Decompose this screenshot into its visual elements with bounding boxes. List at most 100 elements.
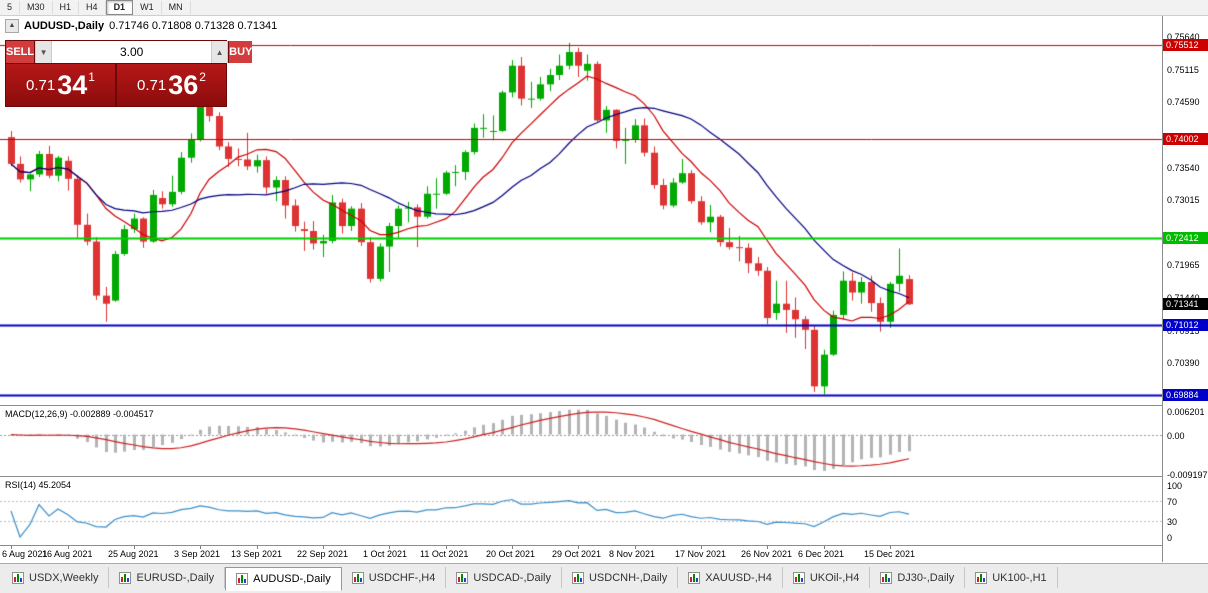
chart-tab-uk100-h1[interactable]: UK100-,H1 <box>965 567 1058 588</box>
tab-label: USDX,Weekly <box>29 571 99 584</box>
price-level-tag: 0.71012 <box>1163 319 1208 331</box>
date-tick-mark <box>578 546 579 549</box>
date-axis-label: 17 Nov 2021 <box>675 549 727 559</box>
buy-price-sup: 2 <box>199 70 206 84</box>
date-tick-mark <box>767 546 768 549</box>
sell-price-big: 34 <box>57 69 88 100</box>
macd-axis-label: 0.00 <box>1167 431 1185 441</box>
volume-increase-icon[interactable]: ▲ <box>211 41 229 63</box>
date-axis-label: 26 Nov 2021 <box>741 549 793 559</box>
tab-chart-icon <box>975 571 988 584</box>
timeframe-button-5[interactable]: 5 <box>0 1 21 14</box>
date-tick-mark <box>824 546 825 549</box>
price-level-tag: 0.74002 <box>1163 133 1208 145</box>
rsi-axis-label: 70 <box>1167 497 1178 507</box>
date-axis-label: 8 Nov 2021 <box>609 549 656 559</box>
price-axis-label: 0.73540 <box>1167 163 1200 173</box>
chart-tab-usdcad-daily[interactable]: USDCAD-,Daily <box>446 567 562 588</box>
tab-label: AUDUSD-,Daily <box>253 573 331 585</box>
price-axis-label: 0.70915 <box>1167 326 1200 336</box>
chart-tab-ukoil-h4[interactable]: UKOil-,H4 <box>783 567 871 588</box>
tab-label: EURUSD-,Daily <box>136 571 215 584</box>
chart-ohlc-values: 0.71746 0.71808 0.71328 0.71341 <box>109 20 278 32</box>
macd-axis-label: 0.006201 <box>1167 407 1205 417</box>
timeframe-button-mn[interactable]: MN <box>162 1 191 14</box>
date-axis-label: 16 Aug 2021 <box>42 549 93 559</box>
date-axis-label: 25 Aug 2021 <box>108 549 159 559</box>
date-axis-label: 22 Sep 2021 <box>297 549 349 559</box>
timeframe-button-d1[interactable]: D1 <box>105 0 134 15</box>
price-axis-label: 0.75115 <box>1167 65 1199 75</box>
chart-tab-xauusd-h4[interactable]: XAUUSD-,H4 <box>678 567 783 588</box>
date-tick-mark <box>134 546 135 549</box>
macd-rsi-separator <box>0 476 1208 477</box>
date-axis-label: 6 Aug 2021 <box>2 549 48 559</box>
date-axis-label: 6 Dec 2021 <box>798 549 845 559</box>
timeframe-button-h4[interactable]: H4 <box>79 1 106 14</box>
price-axis-label: 0.70390 <box>1167 358 1200 368</box>
sell-price-display[interactable]: 0.71 34 1 <box>6 64 115 106</box>
chart-tab-usdchf-h4[interactable]: USDCHF-,H4 <box>342 567 447 588</box>
date-tick-mark <box>446 546 447 549</box>
volume-input[interactable] <box>52 41 212 63</box>
price-axis-label: 0.75640 <box>1167 32 1200 42</box>
collapse-chart-icon[interactable]: ▲ <box>5 19 19 33</box>
buy-price-prefix: 0.71 <box>137 76 167 94</box>
rsi-axis-label: 0 <box>1167 533 1173 543</box>
timeframe-button-h1[interactable]: H1 <box>53 1 80 14</box>
tab-label: UKOil-,H4 <box>809 571 860 584</box>
chart-tab-usdx-weekly[interactable]: USDX,Weekly <box>2 567 110 588</box>
date-tick-mark <box>512 546 513 549</box>
tab-chart-icon <box>351 571 364 584</box>
date-axis-label: 3 Sep 2021 <box>174 549 221 559</box>
price-level-tag: 0.71341 <box>1163 298 1208 310</box>
tab-chart-icon <box>119 571 132 584</box>
tab-label: USDCHF-,H4 <box>368 571 436 584</box>
chart-tab-bar: USDX,Weekly EURUSD-,Daily AUDUSD-,Daily USD… <box>0 563 1208 593</box>
date-axis[interactable]: 6 Aug 2021 16 Aug 2021 25 Aug 2021 3 Sep 20… <box>0 546 1162 562</box>
rsi-axis-label: 30 <box>1167 517 1178 527</box>
buy-price-display[interactable]: 0.71 36 2 <box>115 64 226 106</box>
buy-button[interactable]: BUY <box>229 41 253 63</box>
sell-price-prefix: 0.71 <box>26 76 56 94</box>
tab-chart-icon <box>456 571 469 584</box>
date-axis-label: 1 Oct 2021 <box>363 549 408 559</box>
tab-label: USDCAD-,Daily <box>473 571 551 584</box>
chart-tab-eurusd-daily[interactable]: EURUSD-,Daily <box>109 567 226 588</box>
price-axis[interactable]: 0.75640 0.75115 0.74590 0.73540 0.73015 0.719… <box>1162 16 1208 562</box>
chart-symbol-title: AUDUSD-,Daily <box>24 20 105 32</box>
tab-chart-icon <box>792 571 805 584</box>
chart-tab-audusd-daily[interactable]: AUDUSD-,Daily <box>225 567 342 591</box>
date-tick-mark <box>68 546 69 549</box>
macd-axis-label: -0.009197 <box>1167 470 1208 480</box>
date-tick-mark <box>323 546 324 549</box>
sell-price-sup: 1 <box>88 70 95 84</box>
tab-label: UK100-,H1 <box>992 571 1047 584</box>
chart-tab-usdcnh-daily[interactable]: USDCNH-,Daily <box>562 567 679 588</box>
tab-chart-icon <box>688 571 701 584</box>
price-axis-label: 0.74590 <box>1167 97 1200 107</box>
price-level-tag: 0.72412 <box>1163 232 1208 244</box>
price-axis-label: 0.71965 <box>1167 260 1200 270</box>
date-tick-mark <box>635 546 636 549</box>
date-axis-label: 13 Sep 2021 <box>231 549 283 559</box>
macd-indicator-canvas[interactable] <box>0 406 1162 476</box>
tab-label: DJ30-,Daily <box>897 571 955 584</box>
rsi-indicator-canvas[interactable] <box>0 477 1162 545</box>
timeframe-button-m30[interactable]: M30 <box>20 1 53 14</box>
date-tick-mark <box>11 546 12 549</box>
date-axis-label: 11 Oct 2021 <box>420 549 469 559</box>
tab-chart-icon <box>236 573 249 585</box>
date-tick-mark <box>389 546 390 549</box>
chart-header: ▲ AUDUSD-,Daily 0.71746 0.71808 0.71328 … <box>5 19 277 33</box>
rsi-dates-separator <box>0 545 1208 546</box>
timeframe-button-w1[interactable]: W1 <box>133 1 162 14</box>
chart-tab-dj30-daily[interactable]: DJ30-,Daily <box>870 567 966 588</box>
volume-control: ▼ ▲ <box>34 41 230 63</box>
sell-button[interactable]: SELL <box>6 41 35 63</box>
rsi-label: RSI(14) 45.2054 <box>5 480 72 490</box>
price-axis-label: 0.73015 <box>1167 195 1200 205</box>
volume-decrease-icon[interactable]: ▼ <box>35 41 53 63</box>
price-level-tag: 0.75512 <box>1163 39 1208 51</box>
